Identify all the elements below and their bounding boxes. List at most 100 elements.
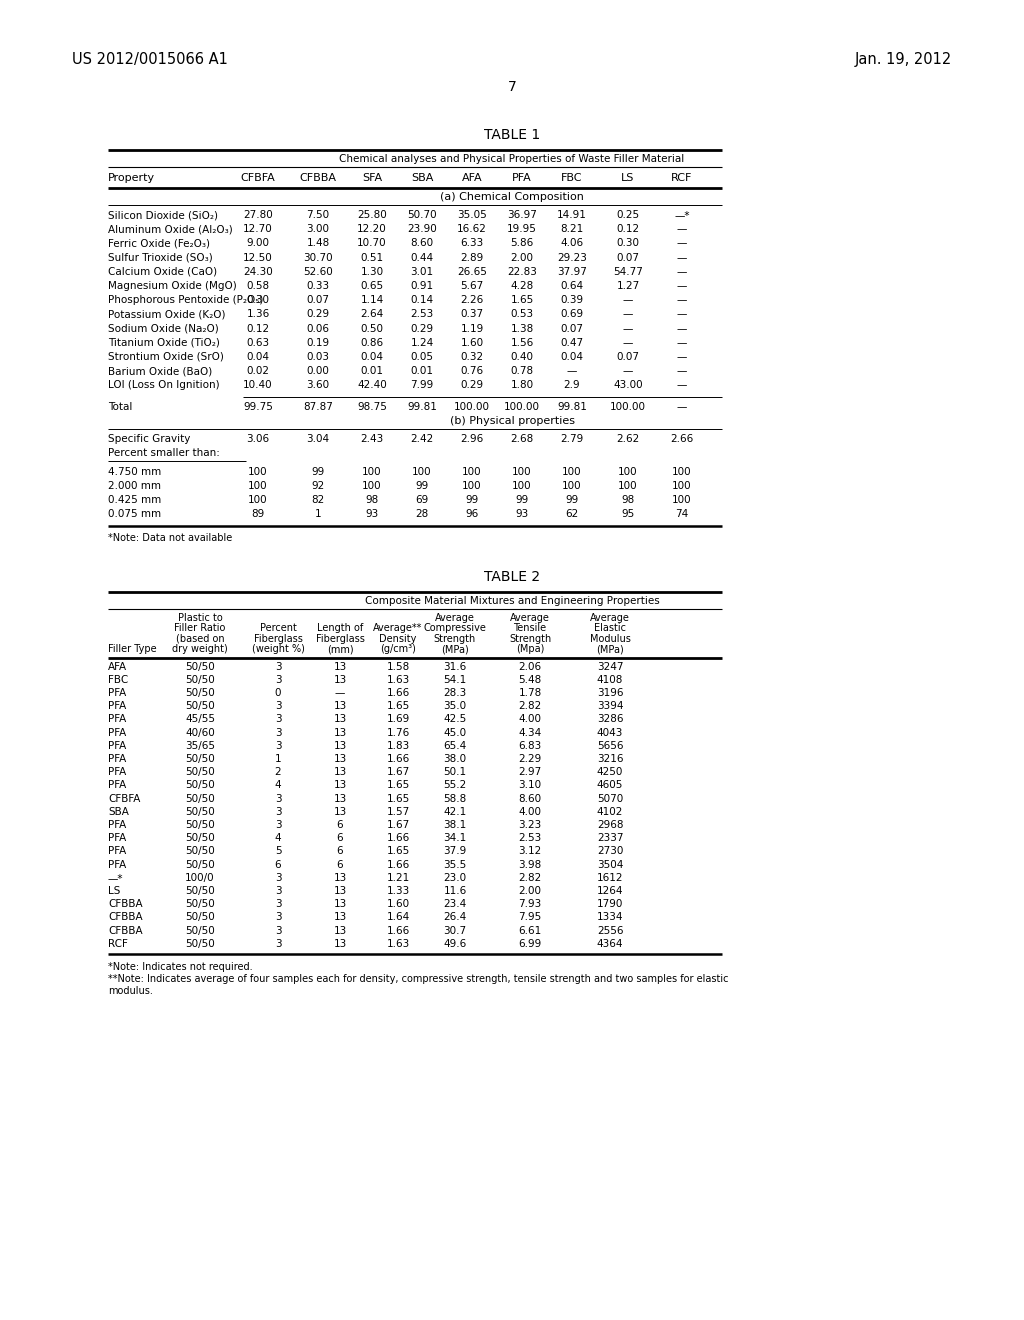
- Text: 1.76: 1.76: [386, 727, 410, 738]
- Text: 0.50: 0.50: [360, 323, 384, 334]
- Text: 2.00: 2.00: [518, 886, 542, 896]
- Text: 13: 13: [334, 899, 347, 909]
- Text: —*: —*: [674, 210, 690, 220]
- Text: 3: 3: [274, 939, 282, 949]
- Text: 40/60: 40/60: [185, 727, 215, 738]
- Text: PFA: PFA: [108, 688, 126, 698]
- Text: —: —: [623, 323, 633, 334]
- Text: (Mpa): (Mpa): [516, 644, 544, 655]
- Text: 2.82: 2.82: [518, 701, 542, 711]
- Text: 3: 3: [274, 820, 282, 830]
- Text: 2.42: 2.42: [411, 433, 433, 444]
- Text: —: —: [623, 309, 633, 319]
- Text: (a) Chemical Composition: (a) Chemical Composition: [440, 191, 584, 202]
- Text: Potassium Oxide (K₂O): Potassium Oxide (K₂O): [108, 309, 225, 319]
- Text: 50/50: 50/50: [185, 925, 215, 936]
- Text: 0.33: 0.33: [306, 281, 330, 290]
- Text: LS: LS: [622, 173, 635, 183]
- Text: 4102: 4102: [597, 807, 624, 817]
- Text: 3286: 3286: [597, 714, 624, 725]
- Text: (MPa): (MPa): [441, 644, 469, 655]
- Text: 0.65: 0.65: [360, 281, 384, 290]
- Text: 6: 6: [337, 833, 343, 843]
- Text: 42.1: 42.1: [443, 807, 467, 817]
- Text: Fiberglass: Fiberglass: [254, 634, 302, 644]
- Text: PFA: PFA: [108, 754, 126, 764]
- Text: 13: 13: [334, 661, 347, 672]
- Text: 3: 3: [274, 701, 282, 711]
- Text: 4250: 4250: [597, 767, 624, 777]
- Text: 13: 13: [334, 714, 347, 725]
- Text: 6: 6: [274, 859, 282, 870]
- Text: 98: 98: [366, 495, 379, 506]
- Text: 5.67: 5.67: [461, 281, 483, 290]
- Text: 13: 13: [334, 727, 347, 738]
- Text: —: —: [677, 224, 687, 234]
- Text: 3: 3: [274, 727, 282, 738]
- Text: 2.64: 2.64: [360, 309, 384, 319]
- Text: 13: 13: [334, 886, 347, 896]
- Text: 0.425 mm: 0.425 mm: [108, 495, 161, 506]
- Text: 19.95: 19.95: [507, 224, 537, 234]
- Text: 1.63: 1.63: [386, 939, 410, 949]
- Text: 1.38: 1.38: [510, 323, 534, 334]
- Text: 100: 100: [462, 467, 482, 477]
- Text: (MPa): (MPa): [596, 644, 624, 655]
- Text: 6.99: 6.99: [518, 939, 542, 949]
- Text: 13: 13: [334, 754, 347, 764]
- Text: 5.48: 5.48: [518, 675, 542, 685]
- Text: 0.05: 0.05: [411, 352, 433, 362]
- Text: 100: 100: [672, 467, 692, 477]
- Text: 100: 100: [248, 467, 268, 477]
- Text: 1.21: 1.21: [386, 873, 410, 883]
- Text: —: —: [677, 296, 687, 305]
- Text: 1.65: 1.65: [386, 793, 410, 804]
- Text: 3: 3: [274, 675, 282, 685]
- Text: 50/50: 50/50: [185, 807, 215, 817]
- Text: —: —: [677, 338, 687, 347]
- Text: 3: 3: [274, 741, 282, 751]
- Text: 0.37: 0.37: [461, 309, 483, 319]
- Text: 2.68: 2.68: [510, 433, 534, 444]
- Text: FBC: FBC: [561, 173, 583, 183]
- Text: 25.80: 25.80: [357, 210, 387, 220]
- Text: 1.36: 1.36: [247, 309, 269, 319]
- Text: 0.44: 0.44: [411, 252, 433, 263]
- Text: 0.01: 0.01: [360, 366, 384, 376]
- Text: 38.1: 38.1: [443, 820, 467, 830]
- Text: 2730: 2730: [597, 846, 624, 857]
- Text: 1.24: 1.24: [411, 338, 433, 347]
- Text: 100: 100: [562, 480, 582, 491]
- Text: 2.97: 2.97: [518, 767, 542, 777]
- Text: 1.80: 1.80: [510, 380, 534, 391]
- Text: 100/0: 100/0: [185, 873, 215, 883]
- Text: 0.02: 0.02: [247, 366, 269, 376]
- Text: 87.87: 87.87: [303, 401, 333, 412]
- Text: 0.07: 0.07: [306, 296, 330, 305]
- Text: 16.62: 16.62: [457, 224, 487, 234]
- Text: 1.14: 1.14: [360, 296, 384, 305]
- Text: 1.69: 1.69: [386, 714, 410, 725]
- Text: 13: 13: [334, 912, 347, 923]
- Text: 0.07: 0.07: [560, 323, 584, 334]
- Text: CFBFA: CFBFA: [241, 173, 275, 183]
- Text: Modulus: Modulus: [590, 634, 631, 644]
- Text: 5070: 5070: [597, 793, 624, 804]
- Text: 50/50: 50/50: [185, 675, 215, 685]
- Text: 3.04: 3.04: [306, 433, 330, 444]
- Text: 95: 95: [622, 510, 635, 519]
- Text: 3: 3: [274, 873, 282, 883]
- Text: 50/50: 50/50: [185, 820, 215, 830]
- Text: 1.65: 1.65: [386, 846, 410, 857]
- Text: Average: Average: [510, 612, 550, 623]
- Text: 3.23: 3.23: [518, 820, 542, 830]
- Text: 2337: 2337: [597, 833, 624, 843]
- Text: 54.77: 54.77: [613, 267, 643, 277]
- Text: 6: 6: [337, 846, 343, 857]
- Text: 3: 3: [274, 661, 282, 672]
- Text: 98.75: 98.75: [357, 401, 387, 412]
- Text: Filler Type: Filler Type: [108, 644, 157, 655]
- Text: 99.75: 99.75: [243, 401, 273, 412]
- Text: —: —: [677, 401, 687, 412]
- Text: Jan. 19, 2012: Jan. 19, 2012: [855, 51, 952, 67]
